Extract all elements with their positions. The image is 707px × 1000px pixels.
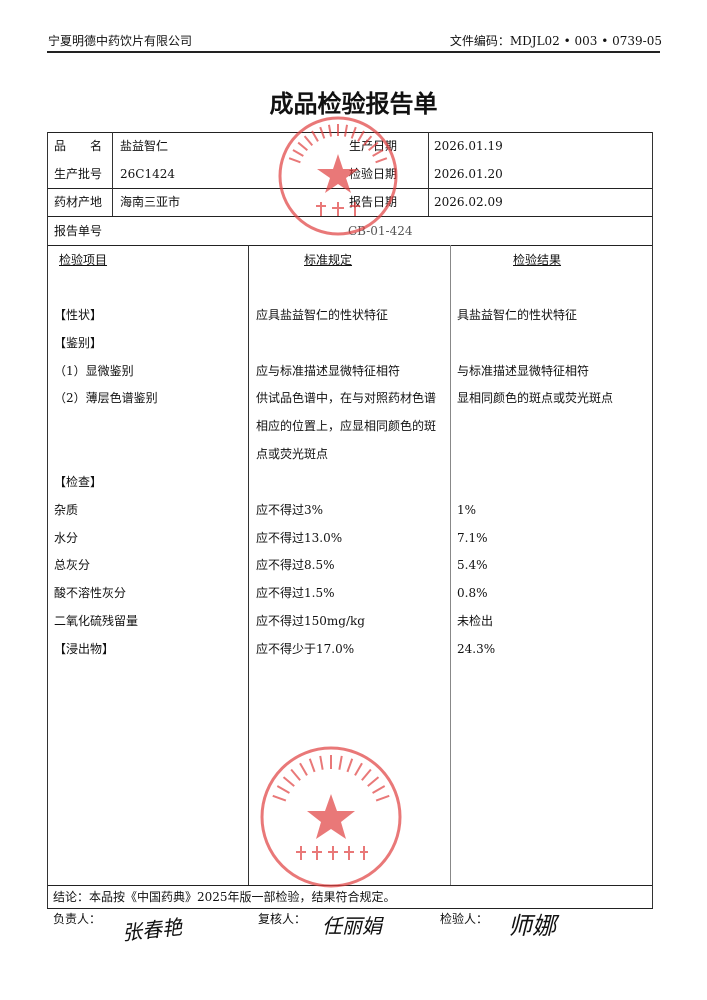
row-result: 1%: [457, 503, 477, 517]
row-item: 水分: [54, 531, 79, 545]
conclusion: 结论：本品按《中国药典》2025年版一部检验，结果符合规定。: [53, 890, 396, 904]
row-standard: 应不得过13.0%: [256, 531, 343, 545]
inspector-signature: 师娜: [508, 912, 556, 940]
table-border: [47, 908, 653, 909]
header-divider: [47, 51, 660, 53]
row-standard: 应不得过1.5%: [256, 586, 335, 600]
row-item: 酸不溶性灰分: [54, 586, 127, 600]
seal-lettering-mark: [299, 762, 308, 776]
row-item: 【性状】: [54, 308, 103, 322]
seal-lettering-mark: [303, 135, 314, 147]
table-border: [47, 132, 48, 908]
row-result: 显相同颜色的斑点或荧光斑点: [457, 391, 614, 405]
page-title: 成品检验报告单: [269, 89, 438, 118]
responsible-label: 负责人：: [53, 912, 102, 926]
row-item: （2）薄层色谱鉴别: [54, 391, 158, 405]
row-result: 与标准描述显微特征相符: [457, 364, 590, 378]
document-code: 文件编码：MDJL02 • 003 • 0739-05: [449, 34, 662, 48]
row-result: 5.4%: [457, 558, 488, 572]
table-border: [428, 132, 429, 216]
row-result: 未检出: [457, 614, 494, 628]
product-name: 盐益智仁: [120, 139, 169, 153]
row-standard: 应不得过150mg/kg: [256, 614, 365, 628]
seal-lettering-mark: [338, 755, 343, 770]
table-border: [47, 885, 653, 886]
row-item: 杂质: [54, 503, 79, 517]
row-standard: 应不得过8.5%: [256, 558, 335, 572]
row-item: 总灰分: [54, 558, 91, 572]
inspector-label: 检验人：: [440, 912, 489, 926]
seal-lettering-mark: [375, 794, 390, 802]
row-standard: 应与标准描述显微特征相符: [256, 364, 401, 378]
seal-lettering-mark: [292, 149, 304, 157]
seal-lettering-mark: [272, 794, 287, 802]
report-date-label: 报告日期: [349, 195, 398, 209]
seal-lettering-mark: [276, 785, 290, 794]
reviewer-signature: 任丽娟: [322, 914, 382, 938]
batch-number: 26C1424: [120, 167, 175, 181]
responsible-signature: 张春艳: [120, 914, 184, 946]
row-item: 【检查】: [54, 475, 103, 489]
column-header-result: 检验结果: [513, 253, 562, 267]
seal-lettering-mark: [290, 768, 301, 781]
test-date: 2026.01.20: [434, 167, 503, 181]
seal-lettering-mark: [308, 758, 316, 773]
seal-lettering-mark: [288, 157, 301, 164]
table-border: [112, 132, 113, 216]
table-border: [47, 188, 653, 189]
seal-lettering-mark: [346, 758, 354, 773]
seal-lettering-mark: [372, 785, 386, 794]
seal-lettering-mark: [319, 755, 324, 770]
row-item: 二氧化硫残留量: [54, 614, 139, 628]
seal-lettering-mark: [327, 124, 333, 137]
report-date: 2026.02.09: [434, 195, 503, 209]
production-date: 2026.01.19: [434, 139, 503, 153]
seal-lettering-mark: [361, 768, 372, 781]
origin: 海南三亚市: [120, 195, 181, 209]
row-result: 24.3%: [457, 642, 496, 656]
table-border: [248, 245, 249, 885]
seal-lettering-mark: [343, 124, 349, 137]
row-result: 0.8%: [457, 586, 488, 600]
row-item: （1）显微鉴别: [54, 364, 134, 378]
company-name: 宁夏明德中药饮片有限公司: [48, 34, 193, 48]
row-item: 【鉴别】: [54, 336, 103, 350]
seal-lettering-mark: [297, 141, 309, 152]
row-standard: 应具盐益智仁的性状特征: [256, 308, 389, 322]
column-header-standard: 标准规定: [304, 253, 353, 267]
row-standard: 点或荧光斑点: [256, 447, 329, 461]
report-number: CB-01-424: [348, 224, 413, 238]
quality-inspection-stamp: [260, 746, 402, 888]
row-result: 具盐益智仁的性状特征: [457, 308, 578, 322]
table-border: [47, 132, 653, 133]
row-item: 【浸出物】: [54, 642, 115, 656]
row-result: 7.1%: [457, 531, 488, 545]
seal-lettering-mark: [375, 157, 388, 164]
production-date-label: 生产日期: [349, 139, 398, 153]
table-border: [47, 245, 653, 246]
reviewer-label: 复核人：: [258, 912, 307, 926]
table-border: [47, 216, 653, 217]
table-border: [652, 132, 653, 908]
seal-lettering-mark: [354, 762, 363, 776]
report-number-label: 报告单号: [54, 224, 103, 238]
row-standard: 供试品色谱中，在与对照药材色谱: [256, 391, 437, 405]
table-border: [450, 245, 451, 885]
column-header-item: 检验项目: [59, 253, 108, 267]
row-standard: 应不得少于17.0%: [256, 642, 355, 656]
origin-label: 药材产地: [54, 195, 103, 209]
seal-lettering-mark: [367, 776, 380, 787]
batch-label: 生产批号: [54, 167, 103, 181]
name-label: 品 名: [54, 139, 103, 153]
test-date-label: 检验日期: [349, 167, 398, 181]
row-standard: 相应的位置上，应显相同颜色的斑: [256, 419, 437, 433]
row-standard: 应不得过3%: [256, 503, 324, 517]
seal-lettering-mark: [282, 776, 295, 787]
